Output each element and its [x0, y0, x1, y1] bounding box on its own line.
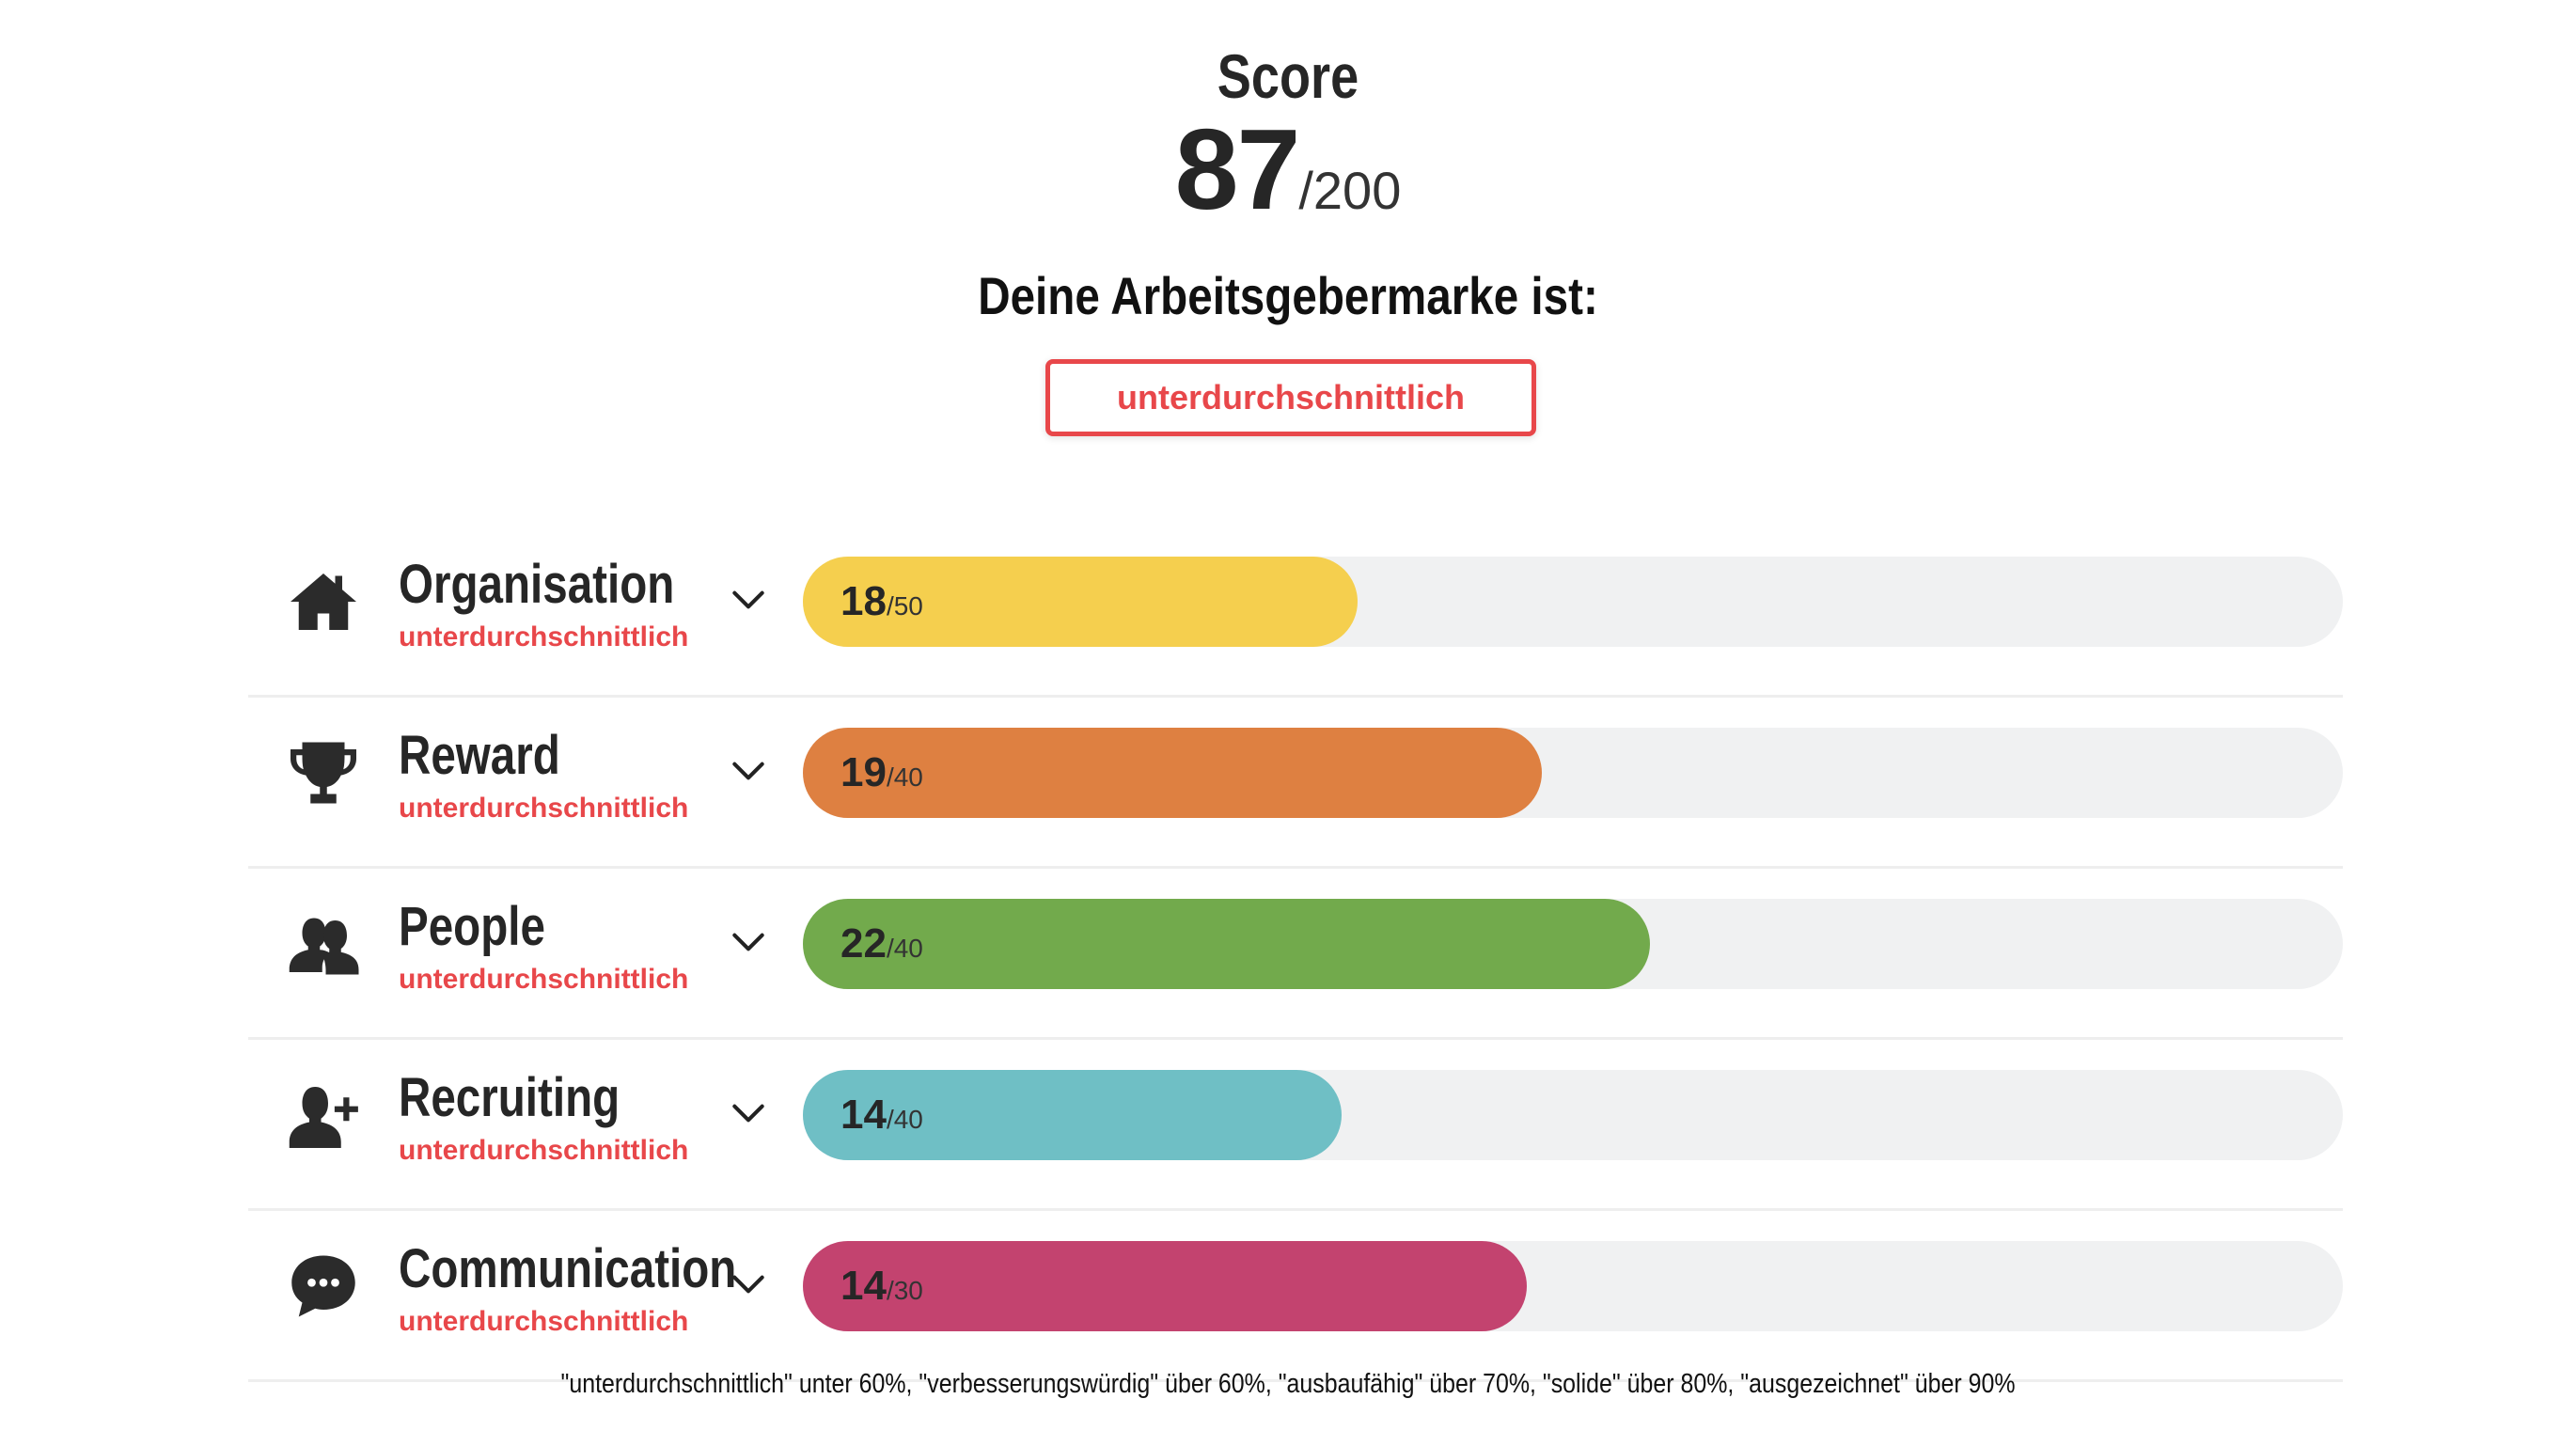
score-bar-fill	[803, 899, 1650, 989]
brand-rating-badge: unterdurchschnittlich	[1045, 359, 1536, 436]
category-score-max: /40	[886, 762, 923, 792]
category-name: People	[399, 896, 545, 957]
chevron-down-icon[interactable]	[728, 750, 769, 792]
brand-label: Deine Arbeitsgebermarke ist:	[978, 266, 1598, 325]
score-bar-fill	[803, 557, 1358, 647]
score-value: 87	[1174, 105, 1301, 233]
category-name: Communication	[399, 1238, 737, 1299]
category-score-max: /30	[886, 1276, 923, 1305]
category-row-organisation[interactable]: Organisation unterdurchschnittlich 18/50	[248, 527, 2343, 698]
score-bar-label: 14/40	[840, 1070, 923, 1160]
category-score-max: /40	[886, 934, 923, 963]
score-bar-track: 14/30	[803, 1241, 2343, 1331]
category-rating: unterdurchschnittlich	[399, 621, 689, 652]
category-rating: unterdurchschnittlich	[399, 1306, 689, 1337]
chevron-down-icon[interactable]	[728, 1264, 769, 1305]
score-bar-fill	[803, 1241, 1527, 1331]
add-user-icon	[286, 1077, 361, 1153]
chevron-down-icon[interactable]	[728, 1092, 769, 1134]
score-bar-label: 14/30	[840, 1241, 923, 1331]
chat-bubble-icon	[286, 1249, 361, 1324]
category-name: Organisation	[399, 554, 675, 615]
category-score-max: /50	[886, 591, 923, 621]
category-name: Recruiting	[399, 1067, 620, 1128]
home-icon	[286, 564, 361, 639]
row-divider	[248, 1379, 2343, 1382]
trophy-icon	[286, 735, 361, 810]
category-row-communication[interactable]: Communication unterdurchschnittlich 14/3…	[248, 1211, 2343, 1382]
score-bar-label: 22/40	[840, 899, 923, 989]
score-bar-track: 14/40	[803, 1070, 2343, 1160]
chevron-down-icon[interactable]	[728, 579, 769, 621]
row-divider	[248, 695, 2343, 698]
category-row-people[interactable]: People unterdurchschnittlich 22/40	[248, 869, 2343, 1040]
score-bar-fill	[803, 1070, 1343, 1160]
score-bar-track: 22/40	[803, 899, 2343, 989]
score-bar-track: 18/50	[803, 557, 2343, 647]
category-score-max: /40	[886, 1105, 923, 1134]
category-rating: unterdurchschnittlich	[399, 793, 689, 824]
score-title: Score	[1217, 41, 1359, 111]
category-row-reward[interactable]: Reward unterdurchschnittlich 19/40	[248, 698, 2343, 869]
category-rating: unterdurchschnittlich	[399, 964, 689, 995]
score-bar-label: 18/50	[840, 557, 923, 647]
category-name: Reward	[399, 725, 560, 786]
score-bar-fill	[803, 728, 1543, 818]
category-row-recruiting[interactable]: Recruiting unterdurchschnittlich 14/40	[248, 1040, 2343, 1211]
category-score-value: 22	[840, 920, 887, 967]
score-max: /200	[1298, 161, 1402, 220]
category-score-value: 18	[840, 578, 887, 624]
score-bar-track: 19/40	[803, 728, 2343, 818]
score-bar-label: 19/40	[840, 728, 923, 818]
row-divider	[248, 1037, 2343, 1040]
row-divider	[248, 866, 2343, 869]
people-icon	[286, 906, 361, 982]
category-score-value: 14	[840, 1092, 887, 1138]
score-line: 87/200	[0, 108, 2576, 266]
rating-thresholds-footnote: "unterdurchschnittlich" unter 60%, "verb…	[560, 1369, 2016, 1399]
category-rating: unterdurchschnittlich	[399, 1135, 689, 1166]
row-divider	[248, 1208, 2343, 1211]
category-score-value: 14	[840, 1263, 887, 1309]
chevron-down-icon[interactable]	[728, 921, 769, 963]
category-score-value: 19	[840, 749, 887, 795]
